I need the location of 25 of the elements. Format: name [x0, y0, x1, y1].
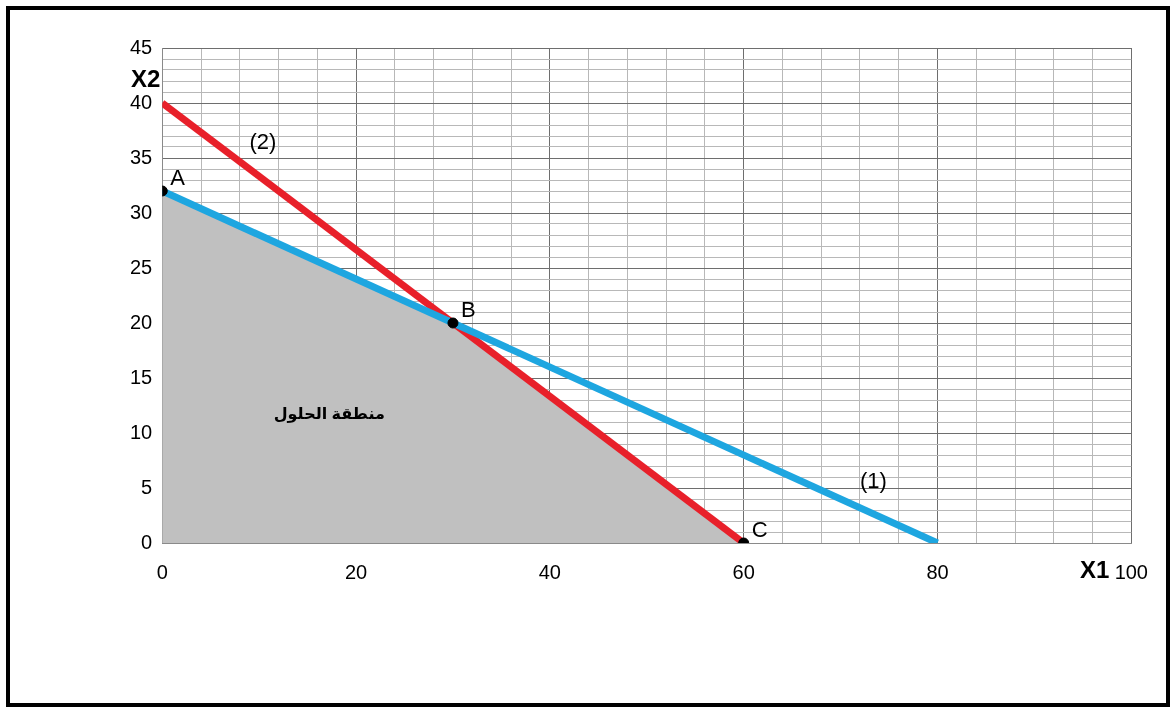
x-tick-label: 60 — [732, 560, 755, 583]
y-tick-label: 30 — [130, 200, 153, 223]
x-axis-title: X1 — [1079, 555, 1110, 583]
y-tick-label: 25 — [130, 255, 153, 278]
y-tick-label: 20 — [130, 310, 153, 333]
annotation: C — [751, 517, 768, 543]
annotation: B — [460, 297, 476, 323]
y-tick-label: 10 — [130, 420, 153, 443]
annotation: منطقة الحلول — [273, 404, 385, 423]
annotation: A — [170, 165, 186, 191]
annotation: (2) — [249, 129, 277, 155]
y-axis-title: X2 — [130, 64, 161, 92]
x-tick-label: 80 — [926, 560, 949, 583]
y-tick-label: 15 — [130, 365, 153, 388]
annotation: (1) — [859, 467, 887, 493]
y-tick-label: 35 — [130, 145, 153, 168]
x-tick-label: 100 — [1114, 560, 1148, 583]
y-tick-label: 45 — [130, 35, 153, 58]
x-tick-label: 0 — [156, 560, 168, 583]
x-tick-label: 40 — [538, 560, 561, 583]
y-tick-label: 40 — [130, 90, 153, 113]
y-tick-label: 0 — [141, 530, 153, 553]
point — [447, 317, 459, 329]
x-tick-label: 20 — [344, 560, 368, 583]
y-tick-label: 5 — [141, 475, 153, 498]
